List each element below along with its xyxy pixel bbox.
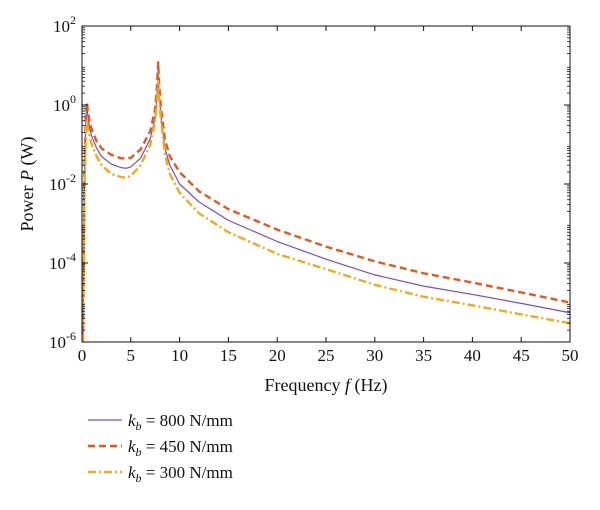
y-tick-exponent: 0 xyxy=(70,92,76,106)
x-tick-label: 40 xyxy=(464,346,481,365)
legend-label-2: kb = 450 N/mm xyxy=(128,437,233,459)
x-axis-label-post: (Hz) xyxy=(350,375,387,396)
x-axis-label-pre: Frequency xyxy=(265,375,345,395)
x-axis-label: Frequency f (Hz) xyxy=(265,375,388,396)
plot-frame xyxy=(81,25,571,343)
y-tick-label: 10-6 xyxy=(49,329,76,352)
series-layer xyxy=(82,61,570,342)
y-axis-label-var: P xyxy=(17,170,37,182)
x-tick-label: 5 xyxy=(127,346,136,365)
legend-text-rest: = 450 N/mm xyxy=(142,437,233,456)
x-tick-label: 10 xyxy=(171,346,188,365)
y-axis-label-post: (W) xyxy=(17,137,38,170)
y-tick-base: 10 xyxy=(53,96,70,115)
y-axis-label-pre: Power xyxy=(17,181,37,232)
x-tick-label: 50 xyxy=(562,346,579,365)
x-tick-label: 0 xyxy=(78,346,87,365)
x-tick-label: 45 xyxy=(513,346,530,365)
x-tick-label: 15 xyxy=(220,346,237,365)
x-tick-label: 35 xyxy=(415,346,432,365)
x-tick-label: 30 xyxy=(366,346,383,365)
x-axis: 0 5 10 15 20 25 30 35 40 45 50 xyxy=(78,26,579,365)
y-tick-exponent: -6 xyxy=(66,329,76,343)
legend-symbol: k xyxy=(128,411,136,430)
y-tick-base: 10 xyxy=(49,333,66,352)
y-tick-exponent: 2 xyxy=(70,13,76,27)
y-tick-label: 10-4 xyxy=(49,250,76,273)
legend-symbol: k xyxy=(128,437,136,456)
legend-text-rest: = 800 N/mm xyxy=(142,411,233,430)
y-tick-exponent: -2 xyxy=(66,171,76,185)
legend-text-rest: = 300 N/mm xyxy=(142,463,233,482)
legend-symbol: k xyxy=(128,463,136,482)
x-tick-label: 25 xyxy=(318,346,335,365)
x-axis-label-var: f xyxy=(345,375,353,395)
y-tick-base: 10 xyxy=(53,17,70,36)
y-tick-label: 10-2 xyxy=(49,171,76,194)
legend-label-3: kb = 300 N/mm xyxy=(128,463,233,485)
x-tick-label: 20 xyxy=(269,346,286,365)
y-axis-label: Power P (W) xyxy=(17,137,38,232)
legend-subscript: b xyxy=(136,419,142,433)
legend-subscript: b xyxy=(136,471,142,485)
y-tick-base: 10 xyxy=(49,254,66,273)
y-tick-label: 102 xyxy=(53,13,76,36)
legend-label-1: kb = 800 N/mm xyxy=(128,411,233,433)
y-tick-exponent: -4 xyxy=(66,250,76,264)
legend-subscript: b xyxy=(136,445,142,459)
y-tick-label: 100 xyxy=(53,92,76,115)
y-tick-base: 10 xyxy=(49,175,66,194)
series-line-3 xyxy=(82,80,570,342)
